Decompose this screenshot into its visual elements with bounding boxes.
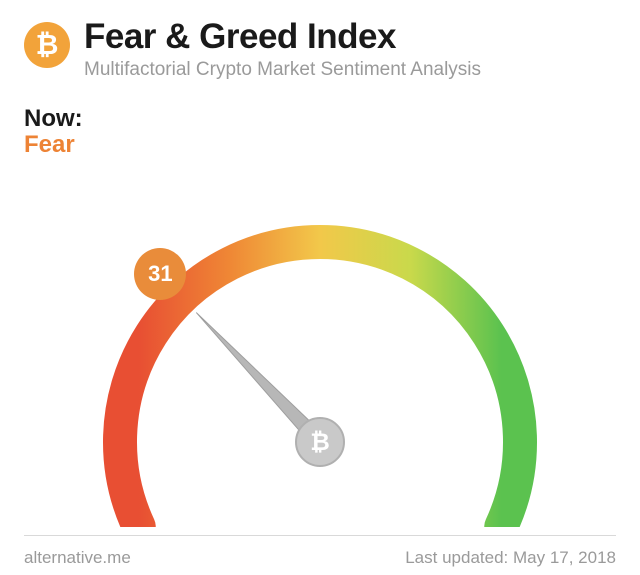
value-badge-text: 31 (148, 261, 172, 287)
gauge: ₿ 31 (24, 167, 616, 527)
svg-text:₿: ₿ (36, 29, 59, 60)
page-subtitle: Multifactorial Crypto Market Sentiment A… (84, 59, 481, 81)
updated-label: Last updated: May 17, 2018 (405, 548, 616, 568)
header: ₿ Fear & Greed Index Multifactorial Cryp… (24, 18, 616, 81)
title-block: Fear & Greed Index Multifactorial Crypto… (84, 18, 481, 81)
status-value: Fear (24, 131, 616, 159)
status-label: Now: (24, 105, 616, 133)
page-title: Fear & Greed Index (84, 18, 481, 57)
source-label: alternative.me (24, 548, 131, 568)
gauge-svg: ₿ (50, 167, 590, 527)
bitcoin-icon: ₿ (24, 22, 70, 68)
status-block: Now: Fear (24, 105, 616, 159)
footer: alternative.me Last updated: May 17, 201… (24, 535, 616, 568)
bitcoin-hub-icon: ₿ (310, 429, 330, 456)
